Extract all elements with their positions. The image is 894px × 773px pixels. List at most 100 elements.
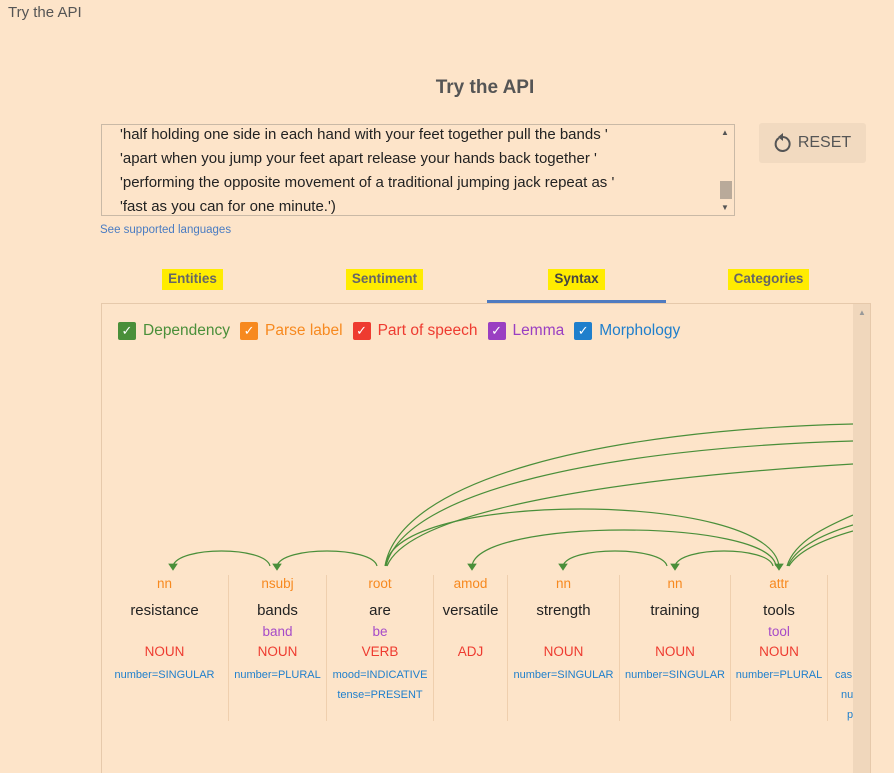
checkbox-checked-icon[interactable]: ✓ [118,322,136,340]
arc-tools-training [670,550,774,571]
tab-label: Categories [727,269,810,290]
checkbox-checked-icon[interactable]: ✓ [352,322,371,340]
arc-tools-offscreen [787,524,853,567]
token-word: resistance [130,602,199,619]
parse-label: attr [769,576,789,591]
scroll-up-icon[interactable]: ▲ [721,128,729,137]
part-of-speech: NOUN [759,644,799,659]
scroll-down-icon[interactable]: ▼ [721,203,729,212]
option-part-of-speech[interactable]: ✓ Part of speech [352,322,478,340]
part-of-speech: VERB [361,644,399,659]
morphology: number=SINGULAR [114,669,215,681]
token-word: versatile [442,602,499,619]
text-line: 'apart when you jump your feet apart rel… [120,150,597,167]
parse-label [828,575,853,595]
option-label: Dependency [143,322,231,339]
arc-tools-versatile [467,529,777,571]
token-word [828,602,853,624]
arc-are-offscreen [385,440,853,567]
parse-label: root [368,576,392,591]
token-column: cas nu p [828,575,853,721]
part-of-speech: ADJ [457,644,484,659]
part-of-speech: NOUN [257,644,298,659]
arc-bands-resistance [168,550,271,571]
tab-categories[interactable]: Categories [676,269,861,290]
part-of-speech: NOUN [144,644,185,659]
parse-label: nn [555,576,572,591]
checkbox-checked-icon[interactable]: ✓ [240,322,259,340]
reset-button[interactable]: RESET [759,123,866,163]
text-line: 'half holding one side in each hand with… [120,126,608,143]
arc-tools-offscreen [788,530,853,567]
option-label: Morphology [599,322,681,339]
panel-scrollbar[interactable]: ▲ [853,304,870,773]
tab-syntax[interactable]: Syntax [484,269,669,290]
part-of-speech: NOUN [543,644,584,659]
arc-are-offscreen [386,463,853,567]
lemma: be [372,624,388,639]
parse-label: nn [667,576,683,591]
token-column: root are be VERB mood=INDICATIVE tense=PRESEN… [327,575,434,721]
parse-label: nsubj [261,576,294,591]
morphology: mood=INDICATIVE [332,669,428,681]
option-label: Lemma [512,322,565,339]
option-morphology[interactable]: ✓ Morphology [574,322,680,340]
part-of-speech: NOUN [655,644,695,659]
lemma [434,624,507,644]
text-line: 'performing the opposite movement of a t… [120,174,615,191]
text-input[interactable]: 'half holding one side in each hand with… [101,124,735,216]
token-column: nsubj bands band NOUN number=PLURAL [229,575,327,721]
morphology: number=PLURAL [735,669,823,681]
token-column: nn strength NOUN number=SINGULAR [508,575,620,721]
option-label: Part of speech [377,322,478,339]
token-column: amod versatile ADJ [434,575,508,721]
option-lemma[interactable]: ✓ Lemma [487,322,565,340]
syntax-panel: ✓ Dependency ✓ Parse label ✓ Part of speech… [101,303,871,773]
reset-label: RESET [797,134,852,151]
text-line: 'fast as you can for one minute.') [120,198,336,215]
textarea-scrollbar[interactable]: ▲ ▼ [717,125,734,215]
token-word: bands [257,602,298,619]
parse-label: amod [453,576,488,591]
option-parse-label[interactable]: ✓ Parse label [240,322,343,340]
token-column: attr tools tool NOUN number=PLURAL [731,575,828,721]
lemma [508,624,619,644]
reset-icon [774,133,791,152]
scroll-thumb[interactable] [720,181,732,199]
arc-are-tools [385,508,784,571]
lemma [101,624,228,644]
morphology: cas [835,669,853,681]
dependency-arcs [168,423,853,571]
lemma: band [262,624,293,639]
morphology: number=SINGULAR [625,669,725,681]
tab-label: Syntax [548,269,605,290]
option-dependency[interactable]: ✓ Dependency [118,322,230,340]
tab-label: Sentiment [345,269,424,290]
token-column: nn training NOUN number=SINGULAR [620,575,731,721]
tab-sentiment[interactable]: Sentiment [292,269,477,290]
token-column: nn resistance NOUN number=SINGULAR [101,575,229,721]
morphology: nu [841,689,853,701]
morphology: number=SINGULAR [513,669,614,681]
token-word: training [650,602,700,619]
morphology: tense=PRESENT [337,689,423,701]
supported-languages-link[interactable]: See supported languages [100,224,232,236]
checkbox-checked-icon[interactable]: ✓ [487,322,506,340]
active-tab-indicator [487,300,666,303]
lemma: tool [768,624,790,639]
arc-training-strength [558,550,668,571]
tab-entities[interactable]: Entities [100,269,285,290]
morphology: p [847,709,853,721]
arc-tools-offscreen [786,514,853,567]
scroll-up-icon[interactable]: ▲ [858,308,866,317]
token-word: tools [763,602,795,619]
lemma [620,624,730,644]
token-word: strength [536,602,591,619]
page-title: Try the API [435,77,535,98]
lemma [828,624,853,644]
checkbox-checked-icon[interactable]: ✓ [574,322,593,340]
arc-are-offscreen [384,423,853,567]
morphology: number=PLURAL [234,669,321,681]
option-label: Parse label [265,322,343,339]
token-word: are [369,602,391,619]
